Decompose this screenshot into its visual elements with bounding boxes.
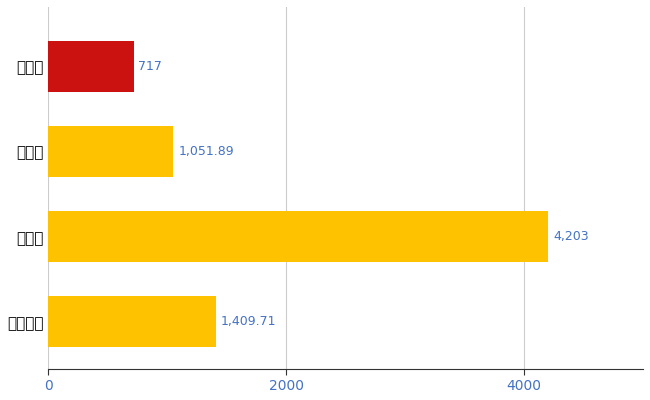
Text: 4,203: 4,203	[553, 230, 589, 243]
Text: 1,409.71: 1,409.71	[221, 315, 276, 328]
Bar	[48, 41, 134, 92]
Bar	[48, 126, 174, 177]
Bar	[48, 211, 548, 262]
Bar	[48, 296, 216, 347]
Text: 1,051.89: 1,051.89	[178, 145, 234, 158]
Text: 717: 717	[138, 60, 162, 73]
